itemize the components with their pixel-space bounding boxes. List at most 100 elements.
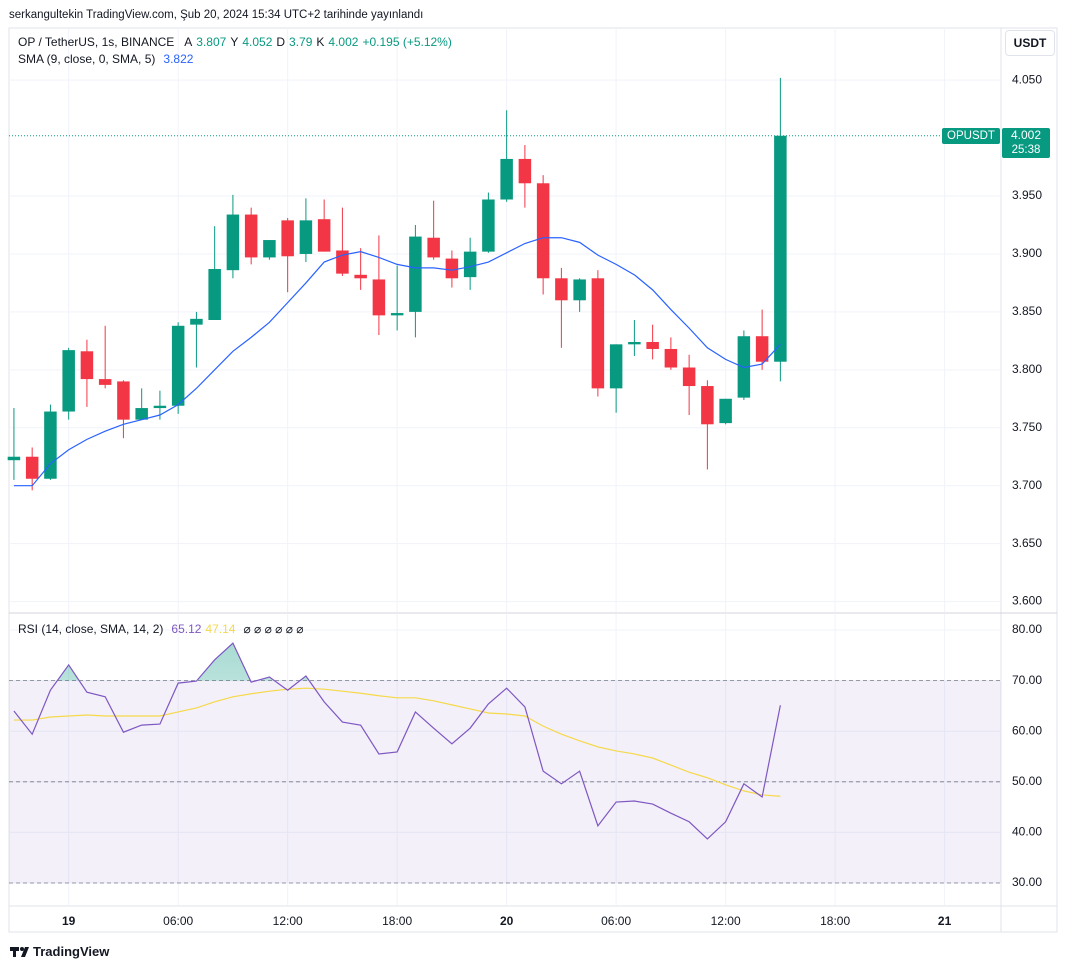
x-tick-label: 06:00	[601, 914, 631, 928]
rsi-legend: RSI (14, close, SMA, 14, 2) 65.12 47.14 …	[18, 621, 303, 637]
y-tick-label: 50.00	[1012, 774, 1042, 788]
candle-body	[190, 318, 203, 325]
candle-body	[463, 251, 477, 278]
brand: TradingView	[33, 944, 110, 959]
x-tick-label: 18:00	[820, 914, 850, 928]
y-tick-label: 30.00	[1012, 875, 1042, 889]
sma-value: 3.822	[163, 52, 194, 66]
candle-body	[372, 279, 386, 316]
candle-body	[317, 219, 331, 252]
y-tick-label: 3.950	[1012, 188, 1042, 202]
y-tick-label: 3.700	[1012, 478, 1042, 492]
price-label-value: 4.002	[1010, 127, 1042, 142]
attribution: serkangultekin TradingView.com, Şub 20, …	[9, 9, 424, 21]
y-tick-label: 4.050	[1012, 72, 1042, 86]
candle-body	[646, 342, 659, 349]
ohlc-label: A	[184, 35, 193, 49]
candle-body	[98, 379, 112, 385]
x-tick-label: 12:00	[273, 914, 303, 928]
rsi-sma-value: 47.14	[205, 622, 236, 636]
candle-body	[609, 344, 623, 389]
candle-body	[591, 278, 605, 389]
ohlc-label: D	[276, 35, 286, 49]
candle-body	[518, 158, 532, 184]
price-label-countdown: 25:38	[1011, 143, 1041, 156]
x-tick-label: 12:00	[711, 914, 741, 928]
candle-body	[171, 325, 185, 406]
y-tick-label: 3.800	[1012, 362, 1042, 376]
candle-body	[701, 386, 714, 425]
y-tick-label: 80.00	[1012, 622, 1042, 636]
sma-title: SMA (9, close, 0, SMA, 5)	[18, 52, 156, 66]
sma-line	[13, 237, 781, 487]
y-tick-label: 3.600	[1012, 594, 1042, 608]
axis-labels: 4.050 3.950 3.900 3.850 3.800 3.750 3.700 3.650…	[62, 72, 1042, 928]
candle-body	[7, 456, 21, 461]
candle-body	[25, 456, 39, 479]
candle-body	[755, 336, 769, 362]
symbol-title: OP / TetherUS, 1s, BINANCE	[18, 35, 175, 49]
chart-frame	[8, 27, 1058, 933]
candle-body	[117, 381, 130, 420]
ohlc-label: Y	[230, 35, 239, 49]
candle-body	[208, 269, 221, 320]
candle-body	[482, 199, 495, 252]
sma-legend: SMA (9, close, 0, SMA, 5) 3.822	[18, 51, 193, 67]
ohlc-value: 4.002	[328, 35, 359, 49]
candle-body	[80, 351, 94, 380]
candle-body	[427, 237, 440, 258]
candle-body	[390, 313, 404, 316]
candle-body	[244, 214, 258, 258]
candle-body	[409, 236, 422, 312]
ohlc-value: 3.79	[289, 35, 313, 49]
price-label-name: OPUSDT	[942, 127, 1000, 144]
candle-body	[774, 135, 787, 362]
candle-body	[62, 350, 75, 412]
candle-body	[682, 367, 696, 387]
candle-body	[555, 278, 568, 301]
candle-body	[135, 408, 148, 420]
candle-body	[226, 214, 240, 271]
brand-logo	[10, 947, 29, 957]
ohlc-value: 4.052	[242, 35, 273, 49]
ohlc-label: K	[316, 35, 325, 49]
price-label-box: 4.002 25:38	[1002, 127, 1050, 158]
marks	[7, 77, 1001, 840]
currency-button[interactable]: USDT	[1005, 30, 1055, 56]
candle-body	[628, 342, 641, 345]
rsi-title: RSI (14, close, SMA, 14, 2)	[18, 622, 164, 636]
y-tick-label: 3.650	[1012, 536, 1042, 550]
candle-body	[263, 240, 276, 258]
rsi-value: 65.12	[171, 622, 202, 636]
x-tick-label: 18:00	[382, 914, 412, 928]
rsi-line	[13, 642, 781, 840]
candle-body	[664, 348, 678, 368]
candle-body	[573, 279, 586, 301]
candle-body	[153, 405, 167, 409]
rsi-extra: ⌀ ⌀ ⌀ ⌀ ⌀ ⌀	[243, 622, 304, 636]
x-tick-label: 06:00	[163, 914, 193, 928]
x-tick-label: 20	[500, 914, 514, 928]
y-tick-label: 3.750	[1012, 420, 1042, 434]
candle-body	[299, 220, 313, 254]
y-tick-label: 70.00	[1012, 673, 1042, 687]
y-tick-label: 3.900	[1012, 246, 1042, 260]
candle-body	[536, 183, 550, 279]
y-tick-label: 3.850	[1012, 304, 1042, 318]
ohlc-value: 3.807	[196, 35, 227, 49]
change-label: +0.195 (+5.12%)	[362, 35, 452, 49]
rsi-sma-line	[13, 687, 781, 797]
x-tick-label: 21	[938, 914, 952, 928]
candle-body	[354, 274, 367, 279]
candle-body	[281, 220, 294, 257]
y-tick-label: 60.00	[1012, 723, 1042, 737]
price-legend: OP / TetherUS, 1s, BINANCE A 3.807 Y 4.052…	[18, 34, 452, 50]
candle-body	[445, 258, 459, 279]
y-tick-label: 40.00	[1012, 825, 1042, 839]
x-tick-label: 19	[62, 914, 76, 928]
candle-body	[719, 398, 732, 424]
grid	[9, 28, 1001, 905]
candle-body	[500, 158, 513, 200]
